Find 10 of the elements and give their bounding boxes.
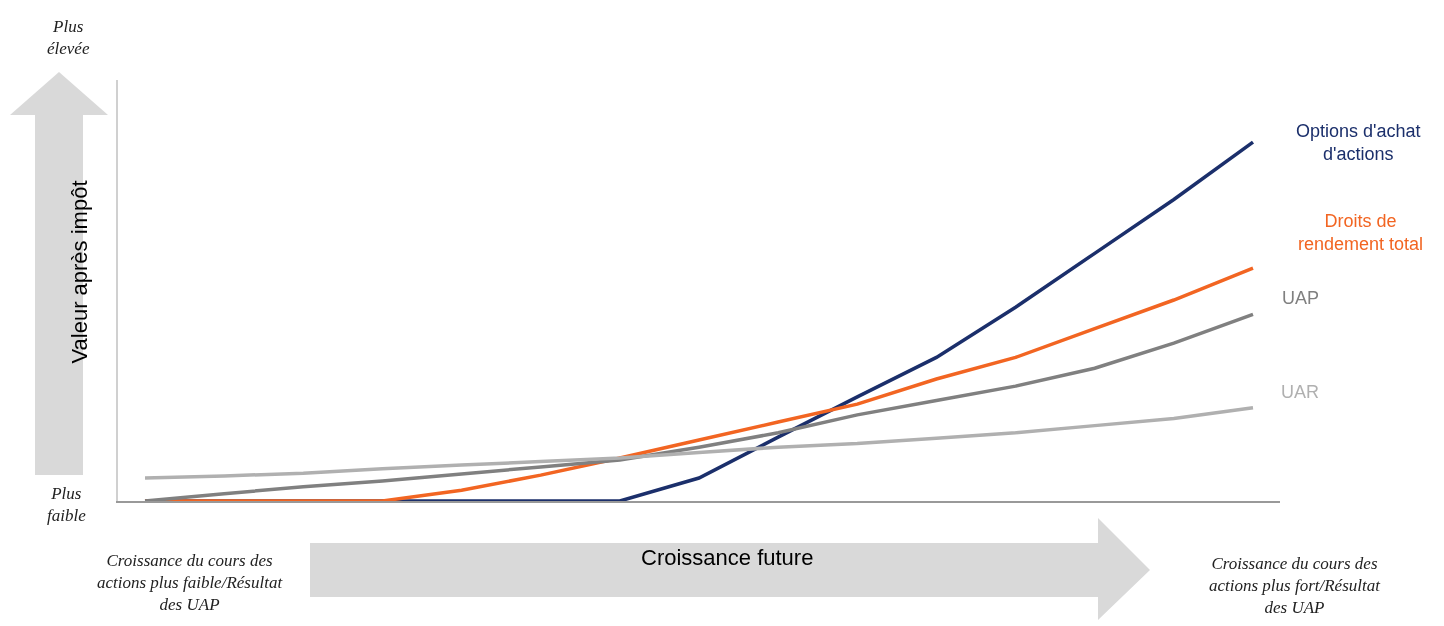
series-label: UAP: [1282, 288, 1320, 308]
text: Plus faible: [47, 484, 87, 526]
x-axis-title: Croissance future: [641, 545, 814, 570]
text: Droits de rendement total: [1298, 211, 1424, 255]
text: Plus élevée: [47, 17, 90, 59]
text: Croissance du cours des actions plus faible/Résultat des UAP: [97, 551, 284, 615]
text: Options d'achat d'actions: [1296, 121, 1421, 165]
y-axis-title: Valeur après impôt: [66, 180, 92, 364]
text: Croissance du cours des actions plus fort/Résultat des UAP: [1209, 554, 1382, 618]
series-label: UAR: [1281, 382, 1320, 402]
